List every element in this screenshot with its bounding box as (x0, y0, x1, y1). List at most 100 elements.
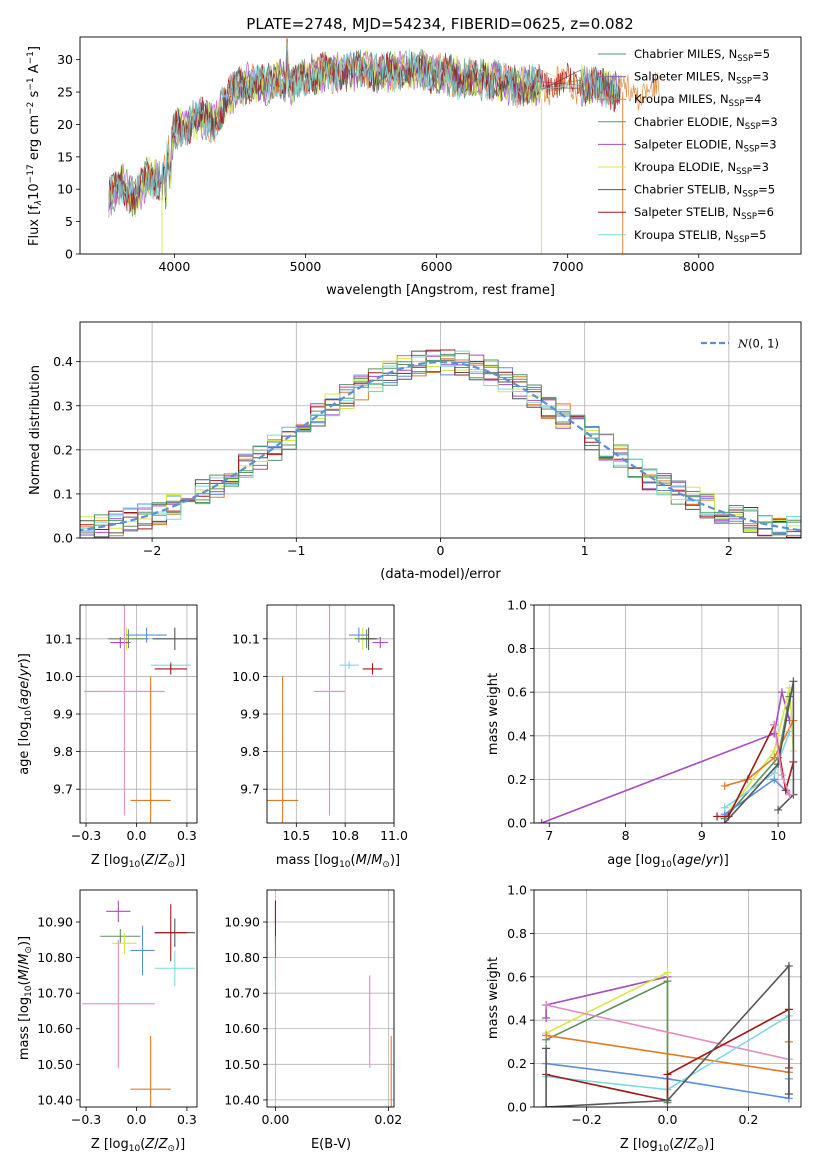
y-tick-label: 0.0 (507, 1100, 527, 1115)
x-tick-label: 10.5 (282, 828, 310, 843)
weight-point-marker (542, 1103, 551, 1107)
x-tick-label: 8 (622, 828, 630, 843)
spectrum-frame (79, 36, 802, 255)
y-tick-label: 20 (57, 117, 73, 132)
legend-entry: Kroupa ELODIE, NSSP=3 (634, 160, 769, 177)
y-tick-label: 0.2 (507, 1056, 527, 1071)
y-tick-label: 0.6 (507, 685, 527, 700)
y-tick-label: 10.90 (37, 915, 73, 930)
legend-entry: Kroupa MILES, NSSP=4 (634, 92, 761, 109)
weight-series-line (545, 976, 668, 1018)
age-ylabel: age [log10(age/yr)] (17, 653, 34, 775)
mass_vs_EBV-axes: 0.00 0.02 10.40 10.50 10.60 10.70 10.80 10.90 (224, 890, 402, 1127)
y-tick-label: 10.1 (45, 631, 73, 646)
weight-series-line (724, 687, 795, 817)
weight-series-line (545, 979, 669, 1103)
y-tick-label: 0.4 (507, 728, 527, 743)
y-tick-label: 9.9 (240, 707, 260, 722)
x-tick-label: −1 (287, 543, 305, 558)
x-tick-label: −2 (143, 543, 161, 558)
histograms (80, 349, 801, 538)
y-tick-label: 10.0 (232, 669, 260, 684)
weight-series-line (541, 691, 791, 823)
y-tick-label: 10 (57, 182, 73, 197)
y-tick-label: 9.8 (53, 744, 73, 759)
weight-point-marker (720, 819, 729, 823)
x-tick-label: 5000 (290, 259, 322, 274)
spectrum-axes: 4000 5000 6000 7000 8000 0 5 10 15 20 25 30 (57, 52, 715, 274)
y-tick-label: 10.80 (37, 950, 73, 965)
y-tick-label: 10.50 (224, 1057, 260, 1072)
x-tick-label: 9 (698, 828, 706, 843)
mass-ylabel: mass [log10(M/M⊙)] (17, 936, 34, 1060)
legend-entry: Salpeter STELIB, NSSP=6 (634, 205, 774, 222)
y-tick-label: 0.4 (507, 1013, 527, 1028)
y-tick-label: 0.0 (507, 816, 527, 831)
histogram-series (80, 353, 801, 538)
x-tick-label: 10.8 (331, 828, 359, 843)
weight-point-marker (663, 1070, 672, 1079)
y-tick-label: 0 (65, 247, 73, 262)
age_vs_mass-frame (266, 604, 395, 824)
y-tick-label: 0.8 (507, 926, 527, 941)
weight-point-marker (774, 805, 783, 814)
x-tick-label: 0.00 (262, 1112, 290, 1127)
weight-age-ylabel: mass weight (486, 673, 501, 755)
weight-point-marker (713, 812, 722, 821)
x-tick-label: −0.2 (571, 1112, 601, 1127)
weight-point-marker (537, 819, 546, 823)
age_vs_mass-axes: 10.5 10.8 11.0 9.7 9.8 9.9 10.0 10.1 (232, 605, 408, 843)
legend-entry: Chabrier STELIB, NSSP=5 (634, 183, 775, 200)
age_vs_mass-points (267, 605, 389, 823)
age_vs_Z-axes: −0.3 0.0 0.3 9.7 9.8 9.9 10.0 10.1 (45, 605, 197, 843)
weight-z-xlabel: Z [log10(Z/Z⊙)] (620, 1137, 714, 1154)
residuals-ylabel: Normed distribution (28, 365, 43, 495)
figure-title: PLATE=2748, MJD=54234, FIBERID=0625, z=0… (246, 15, 633, 33)
spectrum-lines (108, 38, 660, 254)
weight-point-marker (542, 1044, 551, 1053)
x-tick-label: 1 (581, 543, 589, 558)
y-tick-label: 10.70 (224, 986, 260, 1001)
weight_vs_Z-axes: −0.2 0.0 0.2 0.0 0.2 0.4 0.6 0.8 1.0 (507, 883, 801, 1127)
weight_vs_Z-lines (542, 961, 793, 1107)
weight_vs_age-lines (537, 677, 798, 823)
y-tick-label: 0.2 (507, 772, 527, 787)
y-tick-label: 9.7 (53, 782, 73, 797)
weight-series-line (724, 720, 795, 787)
x-tick-label: 0.3 (177, 1112, 197, 1127)
y-tick-label: 10.40 (224, 1092, 260, 1107)
y-tick-label: 10.70 (37, 986, 73, 1001)
y-tick-label: 0.0 (53, 531, 73, 546)
weight-point-marker (785, 790, 794, 799)
weight-point-marker (784, 1089, 793, 1098)
legend-entry: Chabrier ELODIE, NSSP=3 (634, 115, 778, 132)
mass_vs_Z-axes: −0.3 0.0 0.3 10.40 10.50 10.60 10.70 10.80 10.90 (37, 915, 197, 1127)
y-tick-label: 10.80 (224, 950, 260, 965)
y-tick-label: 1.0 (507, 883, 527, 898)
x-tick-label: 0.0 (658, 1112, 678, 1127)
x-tick-label: 0 (437, 543, 445, 558)
spectrum-legend: Chabrier MILES, NSSP=5 Salpeter MILES, NS… (598, 47, 778, 245)
x-tick-label: 2 (725, 543, 733, 558)
y-tick-label: 25 (57, 85, 73, 100)
x-tick-label: 0.0 (127, 1112, 147, 1127)
spectrum-ylabel: Flux [fλ10−17 erg cm−2 s−1 A−1] (26, 46, 44, 246)
weight-series-line (545, 1004, 790, 1061)
y-tick-label: 10.0 (45, 669, 73, 684)
legend-entry: Salpeter MILES, NSSP=3 (634, 70, 769, 87)
x-tick-label: 0.3 (177, 828, 197, 843)
y-tick-label: 10.90 (224, 915, 260, 930)
age_vs_Z-frame (79, 604, 198, 824)
x-tick-label: 7000 (552, 259, 584, 274)
weight_vs_age-frame (533, 604, 802, 824)
mass_vs_EBV-points (274, 900, 392, 1107)
y-tick-label: 0.4 (53, 354, 73, 369)
weight-point-marker (777, 771, 786, 780)
x-tick-label: −0.3 (71, 828, 101, 843)
y-tick-label: 5 (65, 214, 73, 229)
weight-series-line (724, 731, 791, 809)
y-tick-label: 0.1 (53, 486, 73, 501)
y-tick-label: 10.50 (37, 1057, 73, 1072)
y-tick-label: 10.60 (224, 1021, 260, 1036)
